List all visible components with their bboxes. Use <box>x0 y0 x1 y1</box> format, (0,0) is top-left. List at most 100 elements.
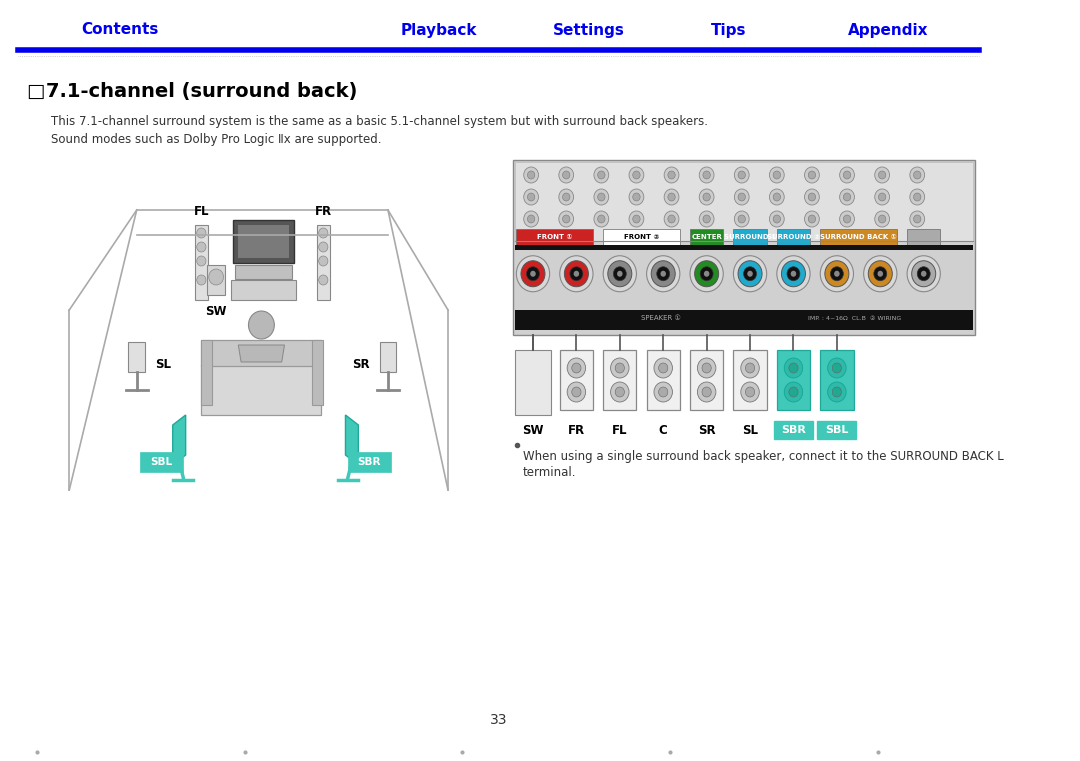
Circle shape <box>610 358 629 378</box>
Circle shape <box>594 189 609 205</box>
FancyBboxPatch shape <box>690 350 724 410</box>
Text: SR: SR <box>698 424 715 437</box>
Circle shape <box>907 256 941 291</box>
Circle shape <box>773 193 781 201</box>
Circle shape <box>827 382 846 402</box>
Circle shape <box>745 387 755 397</box>
Text: FL: FL <box>612 424 627 437</box>
Text: SBR: SBR <box>781 425 806 435</box>
Text: □: □ <box>26 82 44 101</box>
Circle shape <box>524 167 539 183</box>
FancyBboxPatch shape <box>777 350 810 410</box>
Text: FR: FR <box>314 205 332 218</box>
Circle shape <box>633 193 640 201</box>
Circle shape <box>747 271 753 277</box>
Text: C: C <box>659 424 667 437</box>
Circle shape <box>524 189 539 205</box>
Circle shape <box>699 211 714 227</box>
Circle shape <box>558 167 573 183</box>
Circle shape <box>527 215 535 223</box>
Text: SPEAKER ①: SPEAKER ① <box>640 315 680 321</box>
Circle shape <box>616 363 624 373</box>
Circle shape <box>558 211 573 227</box>
Circle shape <box>613 267 626 281</box>
Circle shape <box>917 267 930 281</box>
Circle shape <box>738 193 745 201</box>
Circle shape <box>703 171 711 179</box>
Polygon shape <box>173 415 186 465</box>
Circle shape <box>733 256 767 291</box>
FancyBboxPatch shape <box>201 365 322 415</box>
Circle shape <box>567 382 585 402</box>
Circle shape <box>914 193 921 201</box>
Circle shape <box>702 363 712 373</box>
Text: SURROUND ①: SURROUND ① <box>724 234 777 240</box>
Circle shape <box>521 261 545 287</box>
Circle shape <box>808 215 815 223</box>
Circle shape <box>698 382 716 402</box>
Polygon shape <box>239 345 284 362</box>
Circle shape <box>839 189 854 205</box>
Circle shape <box>843 215 851 223</box>
Circle shape <box>197 256 206 266</box>
Circle shape <box>773 215 781 223</box>
Circle shape <box>703 215 711 223</box>
Circle shape <box>573 271 579 277</box>
Circle shape <box>791 271 796 277</box>
Circle shape <box>878 193 886 201</box>
FancyBboxPatch shape <box>514 310 973 330</box>
FancyBboxPatch shape <box>207 265 226 295</box>
Text: SURROUND BACK ①: SURROUND BACK ① <box>821 234 896 240</box>
FancyBboxPatch shape <box>907 229 941 245</box>
Circle shape <box>808 171 815 179</box>
Text: CENTER: CENTER <box>691 234 723 240</box>
Circle shape <box>808 193 815 201</box>
FancyBboxPatch shape <box>603 229 679 245</box>
Circle shape <box>909 189 924 205</box>
Text: This 7.1-channel surround system is the same as a basic 5.1-channel system but w: This 7.1-channel surround system is the … <box>51 115 707 128</box>
Circle shape <box>878 271 883 277</box>
Circle shape <box>784 382 802 402</box>
Circle shape <box>610 382 629 402</box>
Circle shape <box>699 189 714 205</box>
Text: Playback: Playback <box>401 23 477 37</box>
Circle shape <box>788 387 798 397</box>
FancyBboxPatch shape <box>647 350 679 410</box>
Circle shape <box>563 171 570 179</box>
Circle shape <box>878 215 886 223</box>
Circle shape <box>208 269 224 285</box>
FancyBboxPatch shape <box>514 245 973 250</box>
Circle shape <box>738 215 745 223</box>
Circle shape <box>571 363 581 373</box>
FancyBboxPatch shape <box>194 225 207 300</box>
Circle shape <box>248 311 274 339</box>
Circle shape <box>197 228 206 238</box>
Circle shape <box>664 211 679 227</box>
Circle shape <box>738 171 745 179</box>
Text: Tips: Tips <box>711 23 746 37</box>
Text: FR: FR <box>568 424 585 437</box>
Circle shape <box>647 256 679 291</box>
FancyBboxPatch shape <box>380 342 396 372</box>
FancyBboxPatch shape <box>201 340 322 366</box>
Circle shape <box>864 256 896 291</box>
Circle shape <box>616 387 624 397</box>
Circle shape <box>914 215 921 223</box>
FancyBboxPatch shape <box>733 229 767 245</box>
FancyBboxPatch shape <box>201 340 213 405</box>
Circle shape <box>702 387 712 397</box>
Circle shape <box>833 387 841 397</box>
FancyBboxPatch shape <box>777 229 810 245</box>
Text: FRONT ①: FRONT ① <box>537 234 572 240</box>
Circle shape <box>319 256 328 266</box>
Text: SBL: SBL <box>150 457 173 467</box>
Circle shape <box>875 189 890 205</box>
Circle shape <box>633 171 640 179</box>
FancyBboxPatch shape <box>129 342 145 372</box>
Circle shape <box>912 261 935 287</box>
Text: FRONT ②: FRONT ② <box>624 234 659 240</box>
Circle shape <box>530 271 536 277</box>
Circle shape <box>805 189 820 205</box>
Circle shape <box>629 189 644 205</box>
Text: Appendix: Appendix <box>848 23 928 37</box>
